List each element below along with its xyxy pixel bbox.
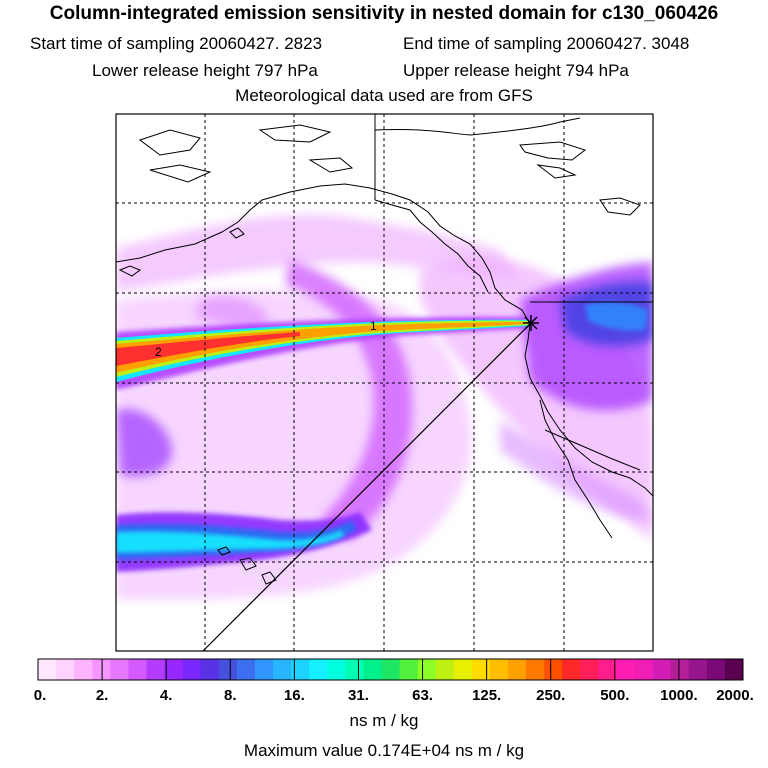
- colorbar-cell: [291, 659, 310, 680]
- colorbar-cell: [182, 659, 202, 680]
- colorbar-cell: [128, 659, 147, 680]
- colorbar-cell: [363, 659, 382, 680]
- colorbar-cell: [453, 659, 473, 680]
- upper-release-label: Upper release height 794 hPa: [403, 61, 629, 80]
- colorbar-cell: [634, 659, 654, 680]
- colorbar-cell: [74, 659, 93, 680]
- colorbar-cell: [273, 659, 292, 680]
- colorbar-cell: [56, 659, 75, 680]
- colorbar-tick-label: 1000.: [660, 687, 698, 704]
- colorbar-tick-label: 63.: [412, 687, 433, 704]
- maximum-value-label: Maximum value 0.174E+04 ns m / kg: [243, 741, 525, 760]
- colorbar-cell: [526, 659, 545, 680]
- colorbar-cell: [110, 659, 129, 680]
- colorbar-tick-label: 500.: [600, 687, 629, 704]
- colorbar-cell: [706, 659, 726, 680]
- colorbar-cell: [254, 659, 274, 680]
- colorbar-cell: [417, 659, 437, 680]
- colorbar-cell: [670, 659, 690, 680]
- colorbar-cell: [471, 659, 491, 680]
- colorbar-cell: [580, 659, 599, 680]
- colorbar-cell: [92, 659, 111, 680]
- southern-plume: [116, 512, 372, 572]
- colorbar-cell: [562, 659, 581, 680]
- colorbar-cell: [544, 659, 563, 680]
- colorbar-tick-label: 125.: [472, 687, 501, 704]
- colorbar-cell: [345, 659, 364, 680]
- colorbar-tick-label: 2000.: [716, 687, 754, 704]
- colorbar-cell: [218, 659, 238, 680]
- colorbar-tick-label: 16.: [284, 687, 305, 704]
- colorbar-cell: [200, 659, 220, 680]
- lower-release-label: Lower release height 797 hPa: [92, 61, 318, 80]
- colorbar-cell: [508, 659, 527, 680]
- chart-title: Column-integrated emission sensitivity i…: [49, 3, 719, 24]
- colorbar-tick-label: 8.: [224, 687, 237, 704]
- coastlines: [116, 114, 653, 585]
- map-frame: [115, 113, 654, 652]
- main-plume: [116, 316, 530, 390]
- colorbar-cell: [616, 659, 636, 680]
- colorbar-cell: [146, 659, 166, 680]
- colorbar-tick-label: 4.: [160, 687, 173, 704]
- met-data-label: Meteorological data used are from GFS: [235, 86, 533, 105]
- colorbar-cell: [688, 659, 708, 680]
- colorbar-tick-label: 2.: [96, 687, 109, 704]
- colorbar-cell: [309, 659, 328, 680]
- colorbar-cell: [381, 659, 401, 680]
- colorbar-cell: [38, 659, 57, 680]
- colorbar-cell: [399, 659, 419, 680]
- colorbar-tick-label: 31.: [348, 687, 369, 704]
- colorbar-cell: [489, 659, 509, 680]
- colorbar-cell: [598, 659, 617, 680]
- plume-label-1: 1: [370, 319, 377, 333]
- plume-label-2: 2: [155, 345, 162, 359]
- colorbar-cell: [164, 659, 184, 680]
- start-time-label: Start time of sampling 20060427. 2823: [30, 34, 323, 53]
- colorbar-unit: ns m / kg: [349, 711, 419, 730]
- colorbar-tick-label: 0.: [34, 687, 47, 704]
- colorbar-cell: [435, 659, 455, 680]
- colorbar-cell: [652, 659, 672, 680]
- flight-track-line: [202, 322, 532, 652]
- colorbar-cell: [724, 659, 744, 680]
- colorbar-tick-label: 250.: [536, 687, 565, 704]
- receptor-marker: [523, 315, 539, 331]
- end-time-label: End time of sampling 20060427. 3048: [403, 34, 690, 53]
- colorbar-cell: [236, 659, 256, 680]
- colorbar-cell: [327, 659, 346, 680]
